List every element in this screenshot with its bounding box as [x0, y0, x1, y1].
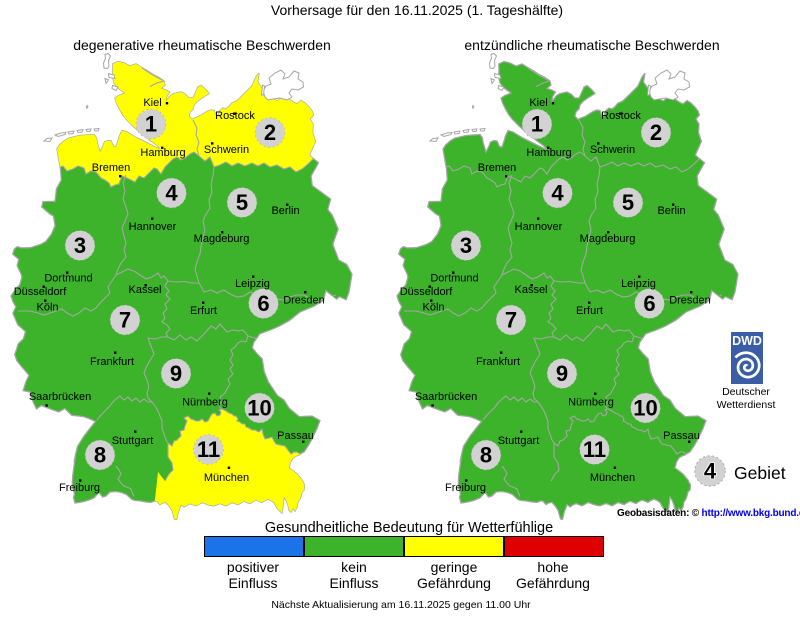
svg-text:9: 9 [556, 361, 568, 386]
svg-text:Berlin: Berlin [657, 205, 685, 217]
svg-text:Erfurt: Erfurt [190, 305, 217, 317]
svg-text:Passau: Passau [663, 430, 700, 442]
svg-text:München: München [204, 472, 249, 484]
svg-text:Freiburg: Freiburg [59, 482, 100, 494]
svg-text:Saarbrücken: Saarbrücken [29, 391, 91, 403]
svg-text:Rostock: Rostock [601, 110, 641, 122]
svg-text:Magdeburg: Magdeburg [194, 233, 250, 245]
svg-text:Leipzig: Leipzig [621, 278, 656, 290]
svg-text:Passau: Passau [277, 430, 314, 442]
svg-text:11: 11 [197, 437, 220, 462]
svg-text:10: 10 [247, 396, 271, 421]
svg-text:Hamburg: Hamburg [140, 147, 185, 159]
svg-text:Freiburg: Freiburg [445, 482, 486, 494]
svg-text:1: 1 [145, 112, 157, 137]
svg-text:Düsseldorf: Düsseldorf [400, 286, 454, 298]
svg-text:Schwerin: Schwerin [204, 144, 249, 156]
svg-text:DWD: DWD [732, 334, 762, 348]
svg-text:Bremen: Bremen [478, 162, 517, 174]
svg-text:11: 11 [583, 437, 606, 462]
svg-text:München: München [590, 472, 635, 484]
svg-text:Hamburg: Hamburg [526, 147, 571, 159]
svg-text:4: 4 [704, 459, 717, 484]
svg-text:Köln: Köln [36, 302, 58, 314]
svg-text:5: 5 [622, 190, 634, 215]
svg-text:Kassel: Kassel [514, 284, 547, 296]
svg-text:9: 9 [170, 361, 182, 386]
svg-text:Rostock: Rostock [215, 110, 255, 122]
svg-text:3: 3 [74, 233, 86, 258]
svg-text:Dresden: Dresden [669, 295, 711, 307]
svg-text:6: 6 [643, 291, 655, 316]
svg-text:Hannover: Hannover [515, 221, 563, 233]
svg-text:Bremen: Bremen [92, 162, 131, 174]
svg-text:7: 7 [505, 308, 517, 333]
svg-text:Köln: Köln [422, 302, 444, 314]
svg-text:Kassel: Kassel [128, 284, 161, 296]
svg-text:Saarbrücken: Saarbrücken [415, 391, 477, 403]
svg-text:5: 5 [236, 190, 248, 215]
svg-text:4: 4 [551, 181, 564, 206]
svg-text:Kiel: Kiel [143, 97, 161, 109]
svg-text:Berlin: Berlin [271, 205, 299, 217]
svg-text:3: 3 [460, 233, 472, 258]
svg-text:8: 8 [480, 443, 492, 468]
svg-text:Schwerin: Schwerin [590, 144, 635, 156]
svg-text:Dresden: Dresden [283, 295, 325, 307]
svg-text:Frankfurt: Frankfurt [90, 356, 134, 368]
svg-text:7: 7 [119, 308, 131, 333]
svg-text:Dortmund: Dortmund [44, 273, 92, 285]
svg-text:6: 6 [257, 291, 269, 316]
svg-text:Erfurt: Erfurt [576, 305, 603, 317]
svg-text:Stuttgart: Stuttgart [112, 435, 154, 447]
svg-text:1: 1 [531, 112, 543, 137]
svg-text:Nürnberg: Nürnberg [568, 397, 614, 409]
svg-text:8: 8 [94, 443, 106, 468]
svg-text:Stuttgart: Stuttgart [498, 435, 540, 447]
svg-text:Kiel: Kiel [529, 97, 547, 109]
svg-text:Düsseldorf: Düsseldorf [14, 286, 68, 298]
svg-text:2: 2 [650, 120, 662, 145]
svg-text:4: 4 [165, 181, 178, 206]
svg-text:Dortmund: Dortmund [430, 273, 478, 285]
svg-text:10: 10 [633, 396, 657, 421]
svg-text:Frankfurt: Frankfurt [476, 356, 520, 368]
svg-text:Hannover: Hannover [129, 221, 177, 233]
svg-text:2: 2 [264, 120, 276, 145]
svg-text:Magdeburg: Magdeburg [580, 233, 636, 245]
svg-text:Leipzig: Leipzig [235, 278, 270, 290]
svg-text:Nürnberg: Nürnberg [182, 397, 228, 409]
